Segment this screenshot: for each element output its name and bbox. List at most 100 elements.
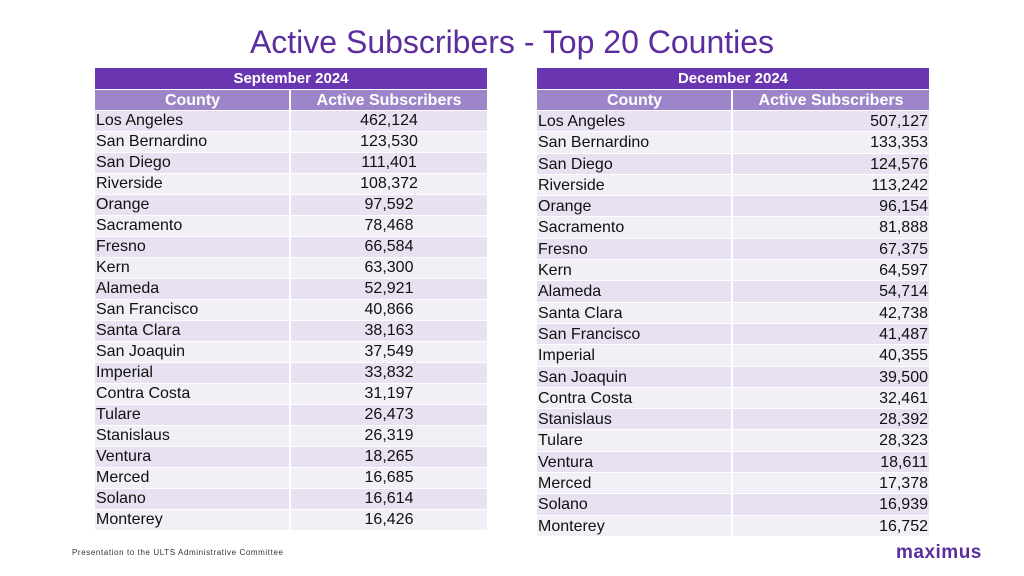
table-row: Sacramento 81,888 bbox=[537, 216, 929, 238]
subscribers-cell: 52,921 bbox=[364, 280, 414, 297]
subscribers-cell: 28,323 bbox=[879, 432, 928, 450]
column-header-county: County bbox=[95, 90, 291, 110]
table-row: Santa Clara 42,738 bbox=[537, 301, 929, 323]
county-cell: Alameda bbox=[537, 281, 733, 302]
subscribers-cell: 111,401 bbox=[361, 154, 417, 171]
column-header-subscribers: Active Subscribers bbox=[758, 92, 904, 109]
table-row: San Francisco 40,866 bbox=[95, 299, 487, 320]
table-row: Contra Costa 32,461 bbox=[537, 386, 929, 409]
subscribers-cell: 41,487 bbox=[879, 325, 928, 343]
county-cell: Riverside bbox=[537, 174, 733, 196]
column-header-row: County Active Subscribers bbox=[537, 89, 929, 110]
column-header-row: County Active Subscribers bbox=[95, 89, 487, 110]
subscribers-cell: 33,832 bbox=[364, 364, 414, 381]
county-cell: Solano bbox=[537, 494, 733, 515]
county-cell: San Bernardino bbox=[95, 132, 291, 152]
subscribers-cell: 66,584 bbox=[364, 238, 414, 255]
subscribers-cell: 64,597 bbox=[879, 262, 928, 280]
county-cell: Contra Costa bbox=[537, 387, 733, 409]
county-cell: San Francisco bbox=[95, 300, 291, 320]
county-cell: Merced bbox=[537, 473, 733, 494]
county-cell: Monterey bbox=[95, 510, 291, 530]
table-row: Tulare 26,473 bbox=[95, 404, 487, 425]
county-cell: Fresno bbox=[537, 238, 733, 260]
table-row: Kern 63,300 bbox=[95, 257, 487, 278]
table-row: Solano 16,614 bbox=[95, 488, 487, 509]
subscribers-cell: 124,576 bbox=[870, 155, 928, 173]
subscribers-cell: 16,426 bbox=[364, 511, 414, 528]
county-cell: Kern bbox=[95, 258, 291, 278]
table-row: Contra Costa 31,197 bbox=[95, 383, 487, 404]
table-row: Monterey 16,752 bbox=[537, 514, 929, 536]
subscribers-cell: 67,375 bbox=[879, 240, 928, 258]
subscribers-cell: 18,611 bbox=[880, 453, 928, 471]
subscribers-cell: 97,592 bbox=[364, 196, 414, 213]
table-row: Kern 64,597 bbox=[537, 259, 929, 281]
subscribers-cell: 37,549 bbox=[364, 343, 414, 360]
subscribers-cell: 40,866 bbox=[364, 301, 414, 318]
table-row: Imperial 40,355 bbox=[537, 344, 929, 366]
county-cell: San Bernardino bbox=[537, 132, 733, 153]
county-cell: Kern bbox=[537, 260, 733, 281]
county-cell: San Diego bbox=[95, 153, 291, 173]
table-row: Imperial 33,832 bbox=[95, 362, 487, 383]
subscribers-cell: 28,392 bbox=[879, 411, 928, 429]
table-body: Los Angeles 507,127 San Bernardino 133,353 S… bbox=[537, 110, 929, 536]
subscribers-cell: 38,163 bbox=[364, 322, 414, 339]
county-cell: Monterey bbox=[537, 515, 733, 536]
subscribers-cell: 16,614 bbox=[364, 490, 414, 507]
subscribers-cell: 113,242 bbox=[871, 176, 928, 194]
subscribers-cell: 26,319 bbox=[364, 427, 414, 444]
table-body: Los Angeles 462,124 San Bernardino 123,530 S… bbox=[95, 110, 487, 530]
county-cell: Orange bbox=[95, 195, 291, 215]
subscribers-cell: 108,372 bbox=[360, 175, 418, 192]
table-row: Ventura 18,265 bbox=[95, 446, 487, 467]
county-cell: Imperial bbox=[95, 363, 291, 383]
county-cell: San Joaquin bbox=[537, 366, 733, 387]
county-cell: Imperial bbox=[537, 345, 733, 366]
subscribers-cell: 123,530 bbox=[360, 133, 418, 150]
table-row: Monterey 16,426 bbox=[95, 509, 487, 530]
table-row: Merced 17,378 bbox=[537, 472, 929, 494]
table-row: Tulare 28,323 bbox=[537, 429, 929, 451]
column-header-county: County bbox=[537, 90, 733, 110]
table-row: San Diego 124,576 bbox=[537, 152, 929, 174]
subscribers-cell: 133,353 bbox=[870, 134, 928, 152]
table-row: San Bernardino 123,530 bbox=[95, 131, 487, 152]
subscribers-cell: 96,154 bbox=[879, 198, 928, 216]
table-december-2024: December 2024 County Active Subscribers … bbox=[537, 68, 929, 536]
table-row: Solano 16,939 bbox=[537, 493, 929, 515]
county-cell: Santa Clara bbox=[95, 321, 291, 341]
subscribers-cell: 39,500 bbox=[879, 368, 928, 386]
county-cell: Sacramento bbox=[95, 216, 291, 236]
subscribers-cell: 81,888 bbox=[879, 219, 928, 237]
county-cell: San Francisco bbox=[537, 323, 733, 345]
table-row: Orange 96,154 bbox=[537, 195, 929, 217]
table-row: San Joaquin 39,500 bbox=[537, 365, 929, 387]
table-september-2024: September 2024 County Active Subscribers… bbox=[95, 68, 487, 530]
table-row: Stanislaus 26,319 bbox=[95, 425, 487, 446]
county-cell: Los Angeles bbox=[95, 111, 291, 131]
county-cell: Riverside bbox=[95, 174, 291, 194]
table-row: Fresno 66,584 bbox=[95, 236, 487, 257]
county-cell: Contra Costa bbox=[95, 384, 291, 404]
subscribers-cell: 18,265 bbox=[364, 448, 414, 465]
subscribers-cell: 17,378 bbox=[879, 475, 928, 493]
subscribers-cell: 42,738 bbox=[879, 304, 928, 322]
table-row: Santa Clara 38,163 bbox=[95, 320, 487, 341]
table-row: San Joaquin 37,549 bbox=[95, 341, 487, 362]
table-row: San Francisco 41,487 bbox=[537, 322, 929, 345]
county-cell: Fresno bbox=[95, 237, 291, 257]
table-row: Ventura 18,611 bbox=[537, 450, 929, 473]
column-header-subscribers: Active Subscribers bbox=[316, 92, 462, 109]
county-cell: San Diego bbox=[537, 153, 733, 174]
subscribers-cell: 63,300 bbox=[364, 259, 414, 276]
county-cell: Tulare bbox=[95, 405, 291, 425]
table-row: Riverside 113,242 bbox=[537, 173, 929, 196]
county-cell: Ventura bbox=[95, 447, 291, 467]
county-cell: Stanislaus bbox=[95, 426, 291, 446]
table-period-header: September 2024 bbox=[95, 68, 487, 89]
table-row: Merced 16,685 bbox=[95, 467, 487, 488]
county-cell: Tulare bbox=[537, 430, 733, 451]
county-cell: Santa Clara bbox=[537, 302, 733, 323]
